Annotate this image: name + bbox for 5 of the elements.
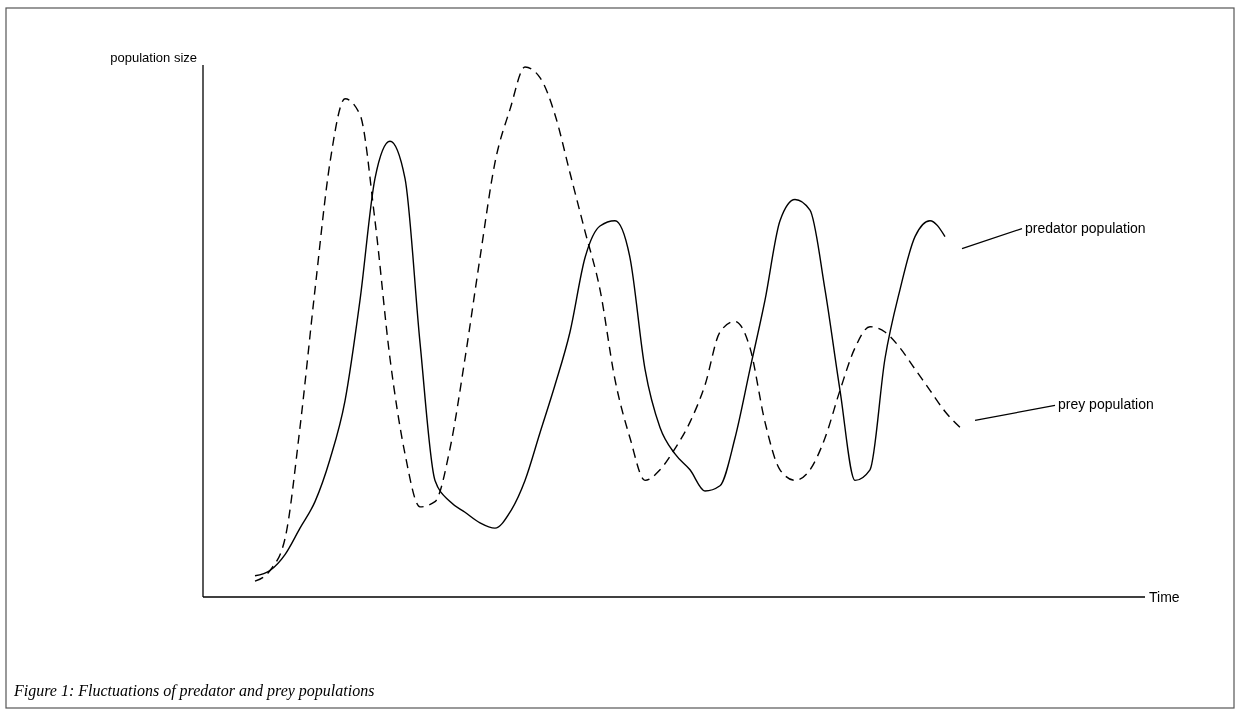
y-axis-title: population size (110, 50, 197, 65)
text: prey population (1058, 396, 1154, 413)
text: predator population (1025, 219, 1146, 236)
text: Time (1149, 589, 1180, 605)
caption: Figure 1: Fluctuations of predator and prey populations (13, 682, 375, 700)
